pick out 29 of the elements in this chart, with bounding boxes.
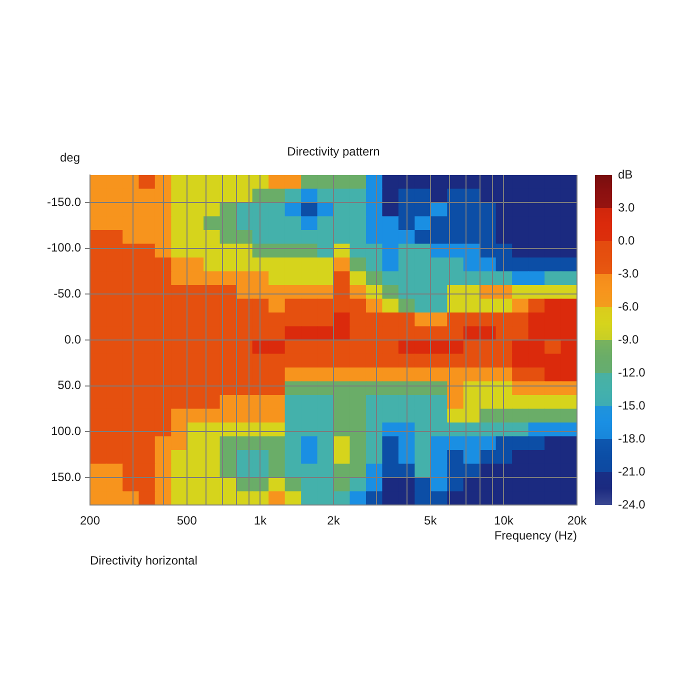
- x-tick-label: 10k: [494, 514, 514, 528]
- text: Directivity horizontal: [90, 553, 198, 568]
- color-bar-label: -18.0: [618, 431, 646, 446]
- color-bar-label: -12.0: [618, 365, 646, 380]
- x-tick-label: 5k: [424, 514, 438, 528]
- color-bar-label: -9.0: [618, 332, 640, 346]
- x-tick-label: 200: [80, 514, 100, 528]
- y-axis-title: deg: [60, 150, 80, 164]
- color-bar-label: -21.0: [618, 464, 646, 478]
- color-bar-label: -3.0: [618, 266, 640, 280]
- x-tick-label: 500: [176, 514, 198, 528]
- color-bar-title: dB: [618, 167, 633, 182]
- chart-title: Directivity pattern: [287, 144, 380, 158]
- x-tick-label: 20k: [567, 514, 588, 528]
- color-bar-label: 0.0: [618, 233, 636, 248]
- y-tick-label: 100.0: [50, 424, 82, 438]
- color-bar-label: -6.0: [618, 299, 640, 314]
- y-tick-label: -150.0: [46, 194, 82, 209]
- y-tick-label: 150.0: [50, 470, 82, 484]
- y-tick-label: -100.0: [46, 240, 82, 255]
- color-bar-label: -24.0: [618, 497, 646, 512]
- y-tick-label: 0.0: [64, 332, 82, 346]
- x-tick-label: 2k: [327, 514, 341, 528]
- y-tick-label: -50.0: [54, 286, 82, 300]
- color-bar-label: 3.0: [618, 200, 636, 214]
- x-tick-label: 1k: [254, 514, 268, 528]
- color-bar-label: -15.0: [618, 398, 646, 412]
- y-tick-label: 50.0: [58, 378, 82, 392]
- x-axis-title: Frequency (Hz): [494, 528, 578, 542]
